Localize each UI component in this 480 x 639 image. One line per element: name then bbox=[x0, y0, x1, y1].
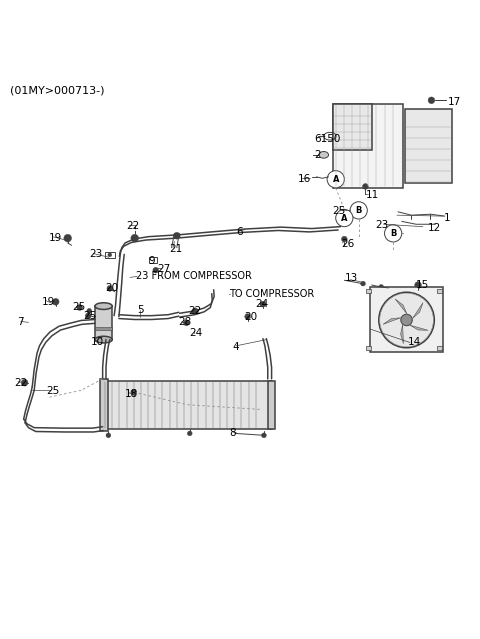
Bar bbox=[333, 104, 403, 188]
Text: 1: 1 bbox=[444, 213, 450, 222]
Bar bbox=[437, 289, 442, 293]
Text: B: B bbox=[356, 206, 362, 215]
Text: 24: 24 bbox=[190, 328, 203, 338]
Circle shape bbox=[336, 210, 353, 227]
Text: 22: 22 bbox=[126, 221, 139, 231]
Circle shape bbox=[108, 253, 112, 257]
Circle shape bbox=[401, 314, 412, 326]
Bar bbox=[96, 327, 112, 330]
Text: A: A bbox=[341, 213, 348, 222]
Text: 27: 27 bbox=[157, 264, 171, 273]
Text: (01MY>000713-): (01MY>000713-) bbox=[10, 86, 105, 96]
Text: 24: 24 bbox=[255, 299, 269, 309]
Text: 19: 19 bbox=[41, 296, 55, 307]
Bar bbox=[105, 252, 115, 258]
Text: 23 FROM COMPRESSOR: 23 FROM COMPRESSOR bbox=[136, 272, 252, 281]
Text: 28: 28 bbox=[178, 318, 191, 327]
Text: 21: 21 bbox=[169, 243, 182, 254]
Text: 26: 26 bbox=[341, 239, 355, 249]
Circle shape bbox=[260, 302, 266, 307]
Circle shape bbox=[85, 313, 91, 319]
Bar bbox=[333, 104, 372, 150]
Polygon shape bbox=[383, 318, 401, 325]
Text: 13: 13 bbox=[344, 273, 358, 283]
Bar bbox=[100, 379, 108, 431]
Text: 2: 2 bbox=[314, 150, 321, 160]
Text: 22: 22 bbox=[14, 378, 27, 388]
Ellipse shape bbox=[319, 151, 328, 158]
Circle shape bbox=[87, 309, 92, 313]
Bar bbox=[366, 289, 371, 293]
Text: 7: 7 bbox=[17, 318, 24, 327]
Text: 18: 18 bbox=[125, 389, 138, 399]
Text: 20: 20 bbox=[244, 312, 257, 321]
Text: 23: 23 bbox=[89, 249, 103, 259]
Circle shape bbox=[77, 305, 83, 311]
Circle shape bbox=[106, 433, 111, 438]
Bar bbox=[405, 109, 452, 183]
Text: A: A bbox=[333, 175, 339, 184]
Text: 16: 16 bbox=[298, 174, 311, 184]
Bar bbox=[437, 346, 442, 350]
Circle shape bbox=[183, 320, 189, 326]
Polygon shape bbox=[413, 303, 423, 318]
Text: 22: 22 bbox=[188, 306, 202, 316]
Circle shape bbox=[362, 183, 368, 189]
Circle shape bbox=[187, 431, 192, 436]
Text: 4: 4 bbox=[233, 343, 240, 352]
Bar bbox=[95, 306, 112, 339]
Text: 25: 25 bbox=[83, 311, 96, 321]
Text: 17: 17 bbox=[448, 96, 461, 107]
Text: 9: 9 bbox=[148, 256, 155, 266]
Text: 10: 10 bbox=[91, 337, 104, 348]
Circle shape bbox=[192, 308, 198, 315]
Circle shape bbox=[52, 298, 59, 305]
Circle shape bbox=[173, 233, 180, 239]
Text: TO COMPRESSOR: TO COMPRESSOR bbox=[229, 289, 315, 299]
Circle shape bbox=[360, 281, 365, 286]
Text: 11: 11 bbox=[365, 190, 379, 200]
Circle shape bbox=[64, 235, 72, 242]
Text: 19: 19 bbox=[48, 233, 62, 243]
Circle shape bbox=[21, 380, 28, 386]
Circle shape bbox=[107, 286, 113, 291]
Bar bbox=[104, 381, 272, 429]
Text: 5: 5 bbox=[137, 305, 144, 316]
Text: 14: 14 bbox=[408, 337, 421, 348]
Polygon shape bbox=[395, 299, 407, 314]
Bar bbox=[268, 381, 276, 429]
Text: 6150: 6150 bbox=[314, 134, 340, 144]
Text: 12: 12 bbox=[428, 222, 441, 233]
Bar bbox=[149, 258, 157, 263]
Text: 25: 25 bbox=[332, 206, 346, 216]
Polygon shape bbox=[401, 325, 403, 344]
Polygon shape bbox=[410, 325, 428, 330]
Text: 20: 20 bbox=[105, 283, 118, 293]
Text: B: B bbox=[390, 229, 396, 238]
Circle shape bbox=[262, 433, 266, 438]
Text: 8: 8 bbox=[229, 428, 236, 438]
Circle shape bbox=[350, 202, 367, 219]
Text: 6: 6 bbox=[236, 227, 243, 237]
Bar bbox=[366, 346, 371, 350]
Circle shape bbox=[131, 389, 137, 395]
Circle shape bbox=[153, 267, 158, 273]
Circle shape bbox=[415, 282, 421, 288]
Circle shape bbox=[428, 97, 435, 104]
Text: 15: 15 bbox=[416, 280, 430, 290]
Text: 25: 25 bbox=[46, 387, 60, 396]
Circle shape bbox=[341, 236, 347, 242]
Text: 23: 23 bbox=[375, 220, 388, 230]
Ellipse shape bbox=[95, 303, 112, 309]
Text: 25: 25 bbox=[72, 302, 86, 312]
Bar bbox=[370, 288, 443, 352]
Circle shape bbox=[379, 292, 434, 348]
Circle shape bbox=[327, 171, 344, 188]
Circle shape bbox=[131, 235, 139, 242]
Ellipse shape bbox=[95, 336, 112, 343]
Circle shape bbox=[245, 314, 251, 320]
Circle shape bbox=[384, 225, 402, 242]
Circle shape bbox=[379, 284, 384, 289]
